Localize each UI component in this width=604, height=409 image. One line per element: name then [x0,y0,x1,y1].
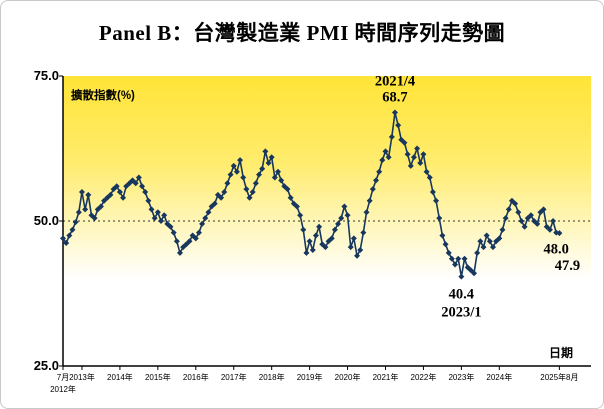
chart-title: Panel B：台灣製造業 PMI 時間序列走勢圖 [98,21,506,45]
y-tick-75: 75.0 [33,68,59,83]
x-tick-label: 2019年 [297,372,323,382]
y-tick-50: 50.0 [33,213,59,228]
annotation-48-0: 48.0 [544,242,569,258]
annotation-2023-1: 2023/1 [441,305,481,321]
annotation-2021-4: 2021/4 [375,74,415,90]
y-axis-inside-label: 擴散指數(%) [71,90,135,102]
x-tick-label: 2023年 [448,372,474,382]
x-axis-label: 日期 [549,346,574,360]
x-tick-label: 2018年 [259,372,285,382]
x-tick-label: 2016年 [183,372,209,382]
plot-background [63,76,591,366]
x-tick-label: 7月 [57,373,69,382]
annotation-47-9: 47.9 [555,258,580,274]
x-tick-label: 2024年 [486,372,512,382]
x-tick-label: 2022年 [411,372,437,382]
annotation-40-4: 40.4 [449,287,474,303]
annotation-68-7: 68.7 [382,90,407,106]
x-tick-label: 2025年8月 [540,372,578,382]
x-tick-label: 2013年 [69,372,95,382]
x-tick-label: 2014年 [107,372,133,382]
y-tick-25: 25.0 [33,358,59,373]
x-tick-label-year: 2012年 [50,384,76,394]
x-tick-label: 2021年 [373,372,399,382]
x-tick-label: 2015年 [145,372,171,382]
x-tick-label: 2017年 [221,372,247,382]
x-tick-label: 2020年 [335,372,361,382]
